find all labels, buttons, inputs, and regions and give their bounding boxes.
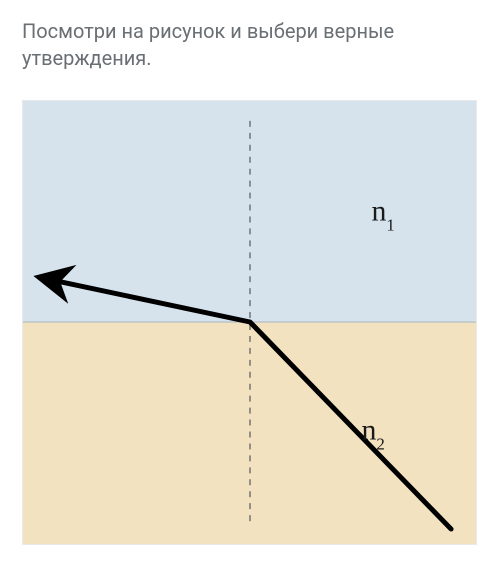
refraction-figure: n1 n2 [22, 100, 477, 545]
question-prompt: Посмотри на рисунок и выбери верные утве… [22, 18, 478, 72]
refraction-svg: n1 n2 [23, 101, 476, 544]
